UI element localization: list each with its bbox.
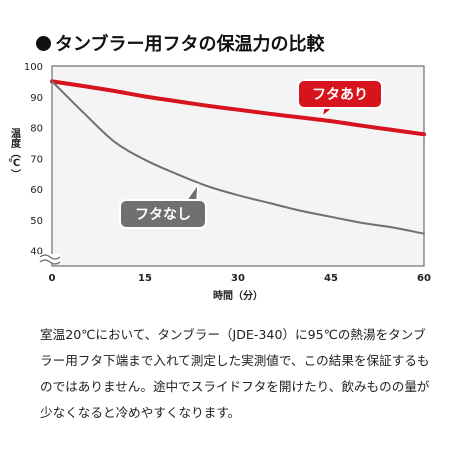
x-tick-label: 60 [417,273,431,284]
y-tick-label: 80 [30,124,43,135]
series-label-1: フタあり [297,79,383,118]
y-tick-label: 60 [30,185,43,196]
x-tick-label: 45 [324,273,338,284]
y-tick-label: 40 [30,247,43,258]
chart-caption: 室温20℃において、タンブラー（JDE-340）に95℃の熱湯をタンブラー用フタ… [40,327,430,420]
chart-title: タンブラー用フタの保温力の比較 [36,30,324,56]
y-axis-ticks: 40 50 60 70 80 90 100 [24,62,43,258]
series-lines [50,79,426,235]
x-tick-label: 30 [231,273,245,284]
series-label-text: フタなし [135,207,191,223]
series-line-2 [51,80,425,235]
y-tick-label: 50 [30,216,43,227]
x-axis-label: 時間（分） [213,289,263,302]
series-label-2: フタなし [119,183,207,229]
x-tick-label: 0 [49,273,56,284]
x-axis-ticks: 0 15 30 45 60 [49,273,431,284]
chart-title-text: タンブラー用フタの保温力の比較 [55,34,325,55]
series-label-text: フタあり [312,87,368,103]
y-tick-label: 100 [24,62,43,73]
bullet-icon [36,35,51,51]
y-tick-label: 70 [30,154,43,165]
series-line-1 [50,79,426,137]
x-tick-label: 15 [138,273,152,284]
axis-break-mark [38,254,61,265]
y-tick-label: 90 [30,93,43,104]
y-axis-label: 温度（℃） [8,127,22,179]
